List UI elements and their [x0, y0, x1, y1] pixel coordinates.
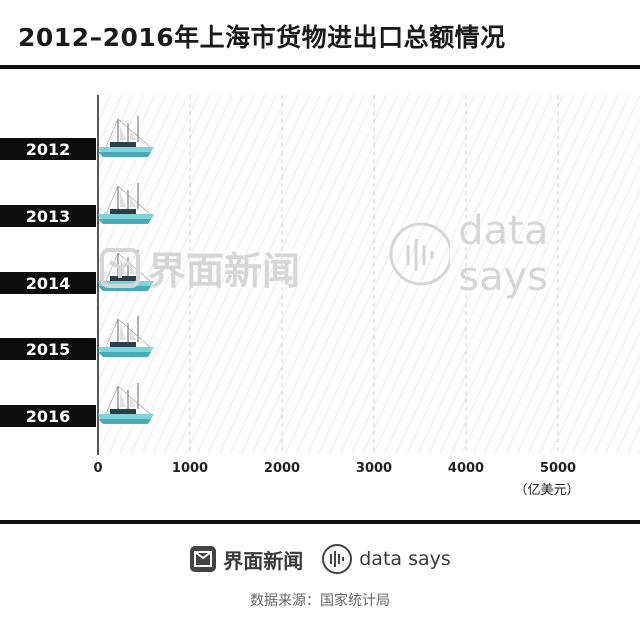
x-tick-label: 2000	[264, 461, 300, 476]
jiemian-brand-text: 界面新闻	[223, 548, 304, 573]
category-label: 2015	[26, 340, 71, 359]
footer-brand: 界面新闻 data says	[0, 542, 640, 576]
top-rule	[0, 65, 640, 69]
datasays-brand-text: data says	[359, 548, 451, 570]
x-tick-label: 0	[93, 461, 102, 476]
plot-hatch-background	[99, 95, 640, 453]
ship-icon	[98, 316, 154, 357]
category-label-bg	[0, 205, 96, 227]
jiemian-brand: 界面新闻	[189, 545, 303, 574]
ship-icon	[98, 116, 154, 157]
chart-canvas: 2012 2013 2014 2015 2016 0 1000 2000 3000 4000 50…	[0, 95, 640, 498]
x-tick-label: 3000	[356, 461, 392, 476]
x-tick-label: 5000	[540, 461, 576, 476]
category-label-bg	[0, 338, 96, 360]
category-label: 2013	[26, 207, 71, 226]
category-label-bg	[0, 272, 96, 294]
category-label-bg	[0, 405, 96, 427]
ship-icon	[98, 383, 154, 424]
x-tick-label: 4000	[448, 461, 484, 476]
category-label: 2016	[26, 407, 71, 426]
bottom-rule	[0, 520, 640, 524]
data-source: 数据来源：国家统计局	[250, 593, 390, 609]
ship-icon	[98, 183, 154, 224]
x-tick-label: 1000	[172, 461, 208, 476]
x-axis-unit: （亿美元）	[514, 483, 579, 498]
datasays-brand: data says	[321, 543, 451, 575]
category-label: 2014	[26, 274, 71, 293]
chart-title: 2012–2016年上海市货物进出口总额情况	[18, 23, 506, 52]
jiemian-logo-icon	[190, 546, 217, 572]
datasays-logo-icon	[322, 544, 353, 574]
category-label: 2012	[26, 140, 71, 159]
category-label-bg	[0, 138, 96, 160]
